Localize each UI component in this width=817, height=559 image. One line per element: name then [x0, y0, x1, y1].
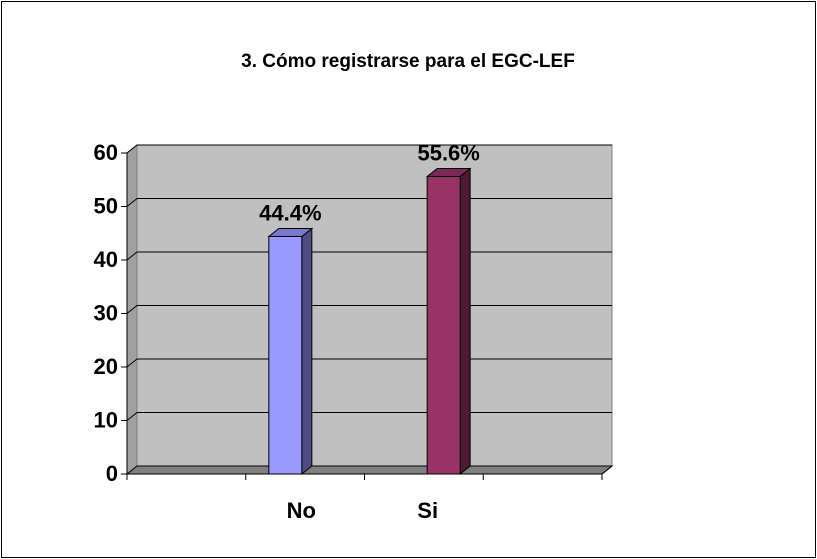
floor — [125, 465, 614, 475]
grid-line — [126, 144, 612, 154]
bar-side — [459, 167, 471, 476]
y-tick-label: 20 — [94, 354, 118, 379]
y-tick-label: 50 — [94, 193, 118, 218]
bar-side — [301, 227, 313, 476]
bar — [268, 235, 303, 475]
y-tick-label: 60 — [94, 140, 118, 165]
x-axis-depth — [601, 465, 613, 475]
x-tick-label: No — [287, 498, 316, 523]
data-label: 55.6% — [417, 140, 479, 165]
chart-title: 3. Cómo registrarse para el EGC-LEF — [241, 51, 575, 72]
bar — [426, 176, 461, 475]
x-tick-label: Si — [417, 498, 438, 523]
y-tick-label: 40 — [94, 247, 118, 272]
y-tick-label: 10 — [94, 407, 118, 432]
y-tick-label: 30 — [94, 300, 118, 325]
y-tick-label: 0 — [106, 461, 118, 486]
data-label: 44.4% — [259, 200, 321, 225]
